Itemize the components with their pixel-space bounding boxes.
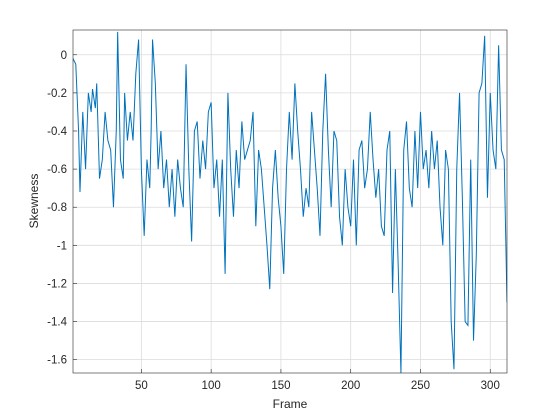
axes-box [72,29,508,374]
y-tick-label: -0.4 [47,126,67,138]
x-tick-label: 250 [411,380,430,392]
x-tick-label: 100 [202,380,221,392]
y-tick-label: -0.2 [47,88,67,100]
y-tick-label: -1.6 [47,355,67,367]
x-tick-label: 300 [481,380,500,392]
x-tick-label: 50 [135,380,148,392]
y-tick-label: -0.6 [47,164,67,176]
data-line [73,31,507,373]
y-tick-label: -0.8 [47,202,67,214]
x-axis-label: Frame [273,397,308,411]
y-tick-label: -1.2 [47,278,67,290]
x-tick-label: 200 [341,380,360,392]
y-axis-label: Skewness [27,174,41,229]
y-tick-label: -1 [57,240,67,252]
x-tick-label: 150 [271,380,290,392]
y-tick-label: -1.4 [47,317,67,329]
y-tick-label: 0 [61,50,67,62]
